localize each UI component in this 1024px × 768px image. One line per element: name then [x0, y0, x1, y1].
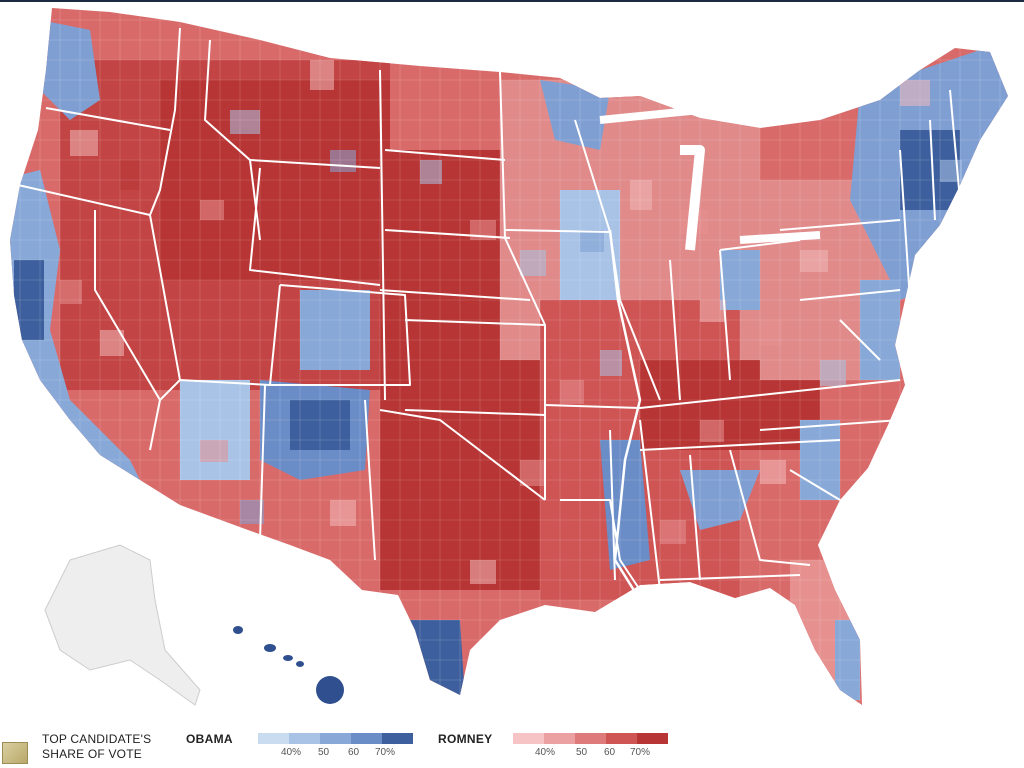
romney-swatch-4	[606, 733, 637, 744]
obama-swatch-3	[320, 733, 351, 744]
obama-swatch-4	[351, 733, 382, 744]
obama-swatch-1	[258, 733, 289, 744]
obama-tick-40: 40%	[281, 747, 302, 758]
legend-title-line2: SHARE OF VOTE	[42, 747, 142, 761]
obama-label: OBAMA	[186, 732, 233, 746]
state-borders	[17, 27, 961, 601]
obama-color-ramp	[258, 733, 413, 744]
obama-tick-70: 70%	[375, 747, 396, 758]
romney-label: ROMNEY	[438, 732, 493, 746]
obama-swatch-5	[382, 733, 413, 744]
hawaii-islands	[233, 626, 344, 704]
romney-swatch-5	[637, 733, 668, 744]
romney-swatch-1	[513, 733, 544, 744]
us-county-map	[10, 8, 1008, 706]
obama-tick-50: 50	[318, 747, 330, 758]
romney-tick-50: 50	[576, 747, 588, 758]
romney-tick-70: 70%	[630, 747, 651, 758]
obama-tick-60: 60	[348, 747, 360, 758]
legend-title-line1: TOP CANDIDATE'S	[42, 732, 152, 746]
vote-share-legend: TOP CANDIDATE'S SHARE OF VOTE OBAMA 40% …	[0, 726, 1024, 768]
romney-tick-60: 60	[604, 747, 616, 758]
romney-swatch-2	[544, 733, 575, 744]
thumbnail-icon[interactable]	[2, 742, 28, 764]
top-strip	[0, 0, 1024, 2]
obama-swatch-2	[289, 733, 320, 744]
legend-title: TOP CANDIDATE'S SHARE OF VOTE	[42, 732, 151, 762]
alaska-outline	[44, 544, 201, 706]
romney-color-ramp	[513, 733, 668, 744]
romney-swatch-3	[575, 733, 606, 744]
romney-tick-40: 40%	[535, 747, 556, 758]
